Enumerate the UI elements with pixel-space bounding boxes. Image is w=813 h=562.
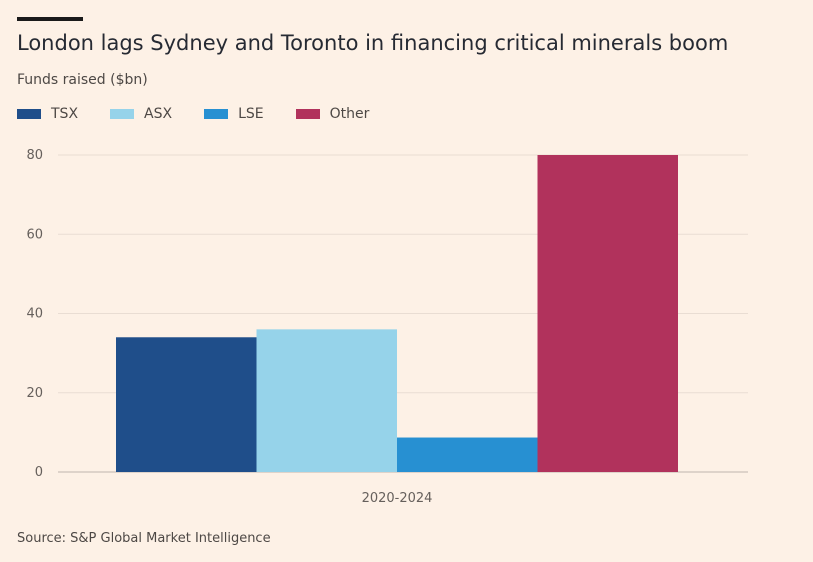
legend-item-lse: LSE — [204, 106, 264, 122]
legend-swatch-asx — [110, 109, 135, 119]
top-rule — [17, 17, 83, 21]
legend-label-tsx: TSX — [51, 106, 79, 122]
legend-label-lse: LSE — [238, 106, 264, 122]
legend-item-asx: ASX — [110, 106, 172, 122]
source-note: Source: S&P Global Market Intelligence — [17, 531, 271, 546]
legend-item-tsx: TSX — [17, 106, 78, 122]
y-tick-label-20: 20 — [26, 386, 43, 401]
bars — [116, 155, 678, 472]
y-tick-label-40: 40 — [26, 307, 43, 322]
chart-title: London lags Sydney and Toronto in financ… — [17, 31, 729, 55]
bar-chart: 0 20 40 60 80 2020-2024 — [26, 148, 748, 506]
legend: TSX ASX LSE Other — [17, 106, 401, 122]
axis-labels: 0 20 40 60 80 2020-2024 — [26, 148, 432, 506]
legend-swatch-other — [295, 109, 320, 119]
bar-tsx — [116, 337, 257, 472]
bar-other — [537, 155, 678, 472]
legend-swatch-tsx — [17, 109, 41, 119]
chart-subtitle: Funds raised ($bn) — [17, 72, 148, 88]
legend-swatch-lse — [204, 109, 229, 119]
legend-label-other: Other — [329, 106, 370, 122]
y-tick-label-60: 60 — [26, 227, 43, 242]
bar-asx — [256, 329, 397, 472]
bar-lse — [397, 437, 538, 472]
y-tick-label-80: 80 — [26, 148, 43, 163]
y-tick-label-0: 0 — [35, 465, 43, 480]
x-tick-label: 2020-2024 — [362, 491, 433, 506]
legend-item-other: Other — [295, 106, 370, 122]
legend-label-asx: ASX — [144, 106, 173, 122]
